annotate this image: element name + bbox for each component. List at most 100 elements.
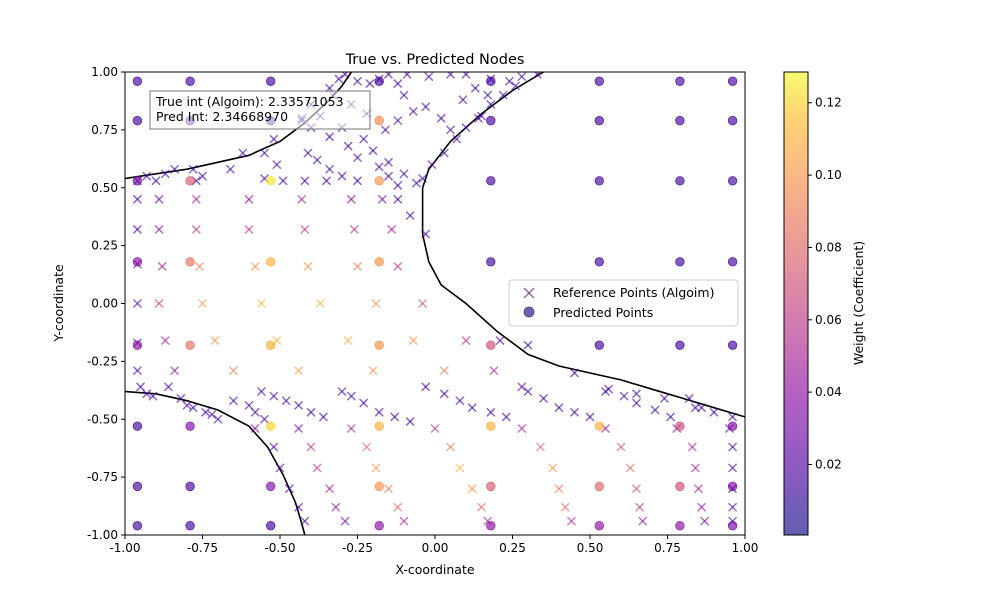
reference-point xyxy=(294,366,304,376)
reference-point xyxy=(455,463,465,473)
reference-point xyxy=(365,79,375,89)
x-tick-label: -0.50 xyxy=(264,541,295,555)
predicted-point xyxy=(374,257,384,267)
predicted-point xyxy=(727,481,738,492)
reference-point xyxy=(486,99,496,109)
reference-point xyxy=(424,72,434,82)
predicted-point xyxy=(266,257,276,267)
reference-point xyxy=(421,102,431,112)
colorbar-ticks: 0.02 0.04 0.06 0.08 0.10 0.12 xyxy=(808,96,842,471)
reference-point xyxy=(687,442,697,452)
predicted-point xyxy=(266,421,276,431)
predicted-point xyxy=(594,76,605,86)
reference-point xyxy=(197,298,208,309)
predicted-point xyxy=(486,421,496,431)
predicted-point xyxy=(374,421,384,431)
reference-point xyxy=(346,423,356,434)
reference-point xyxy=(517,72,527,82)
reference-point xyxy=(625,463,635,473)
predicted-point xyxy=(675,257,685,267)
colorbar-tick-label: 0.12 xyxy=(815,96,842,110)
y-tick-label: 0.25 xyxy=(91,239,118,253)
reference-point xyxy=(631,484,642,494)
reference-point xyxy=(387,224,397,234)
reference-point xyxy=(684,393,694,403)
predicted-point xyxy=(594,481,605,492)
predicted-point xyxy=(727,521,738,531)
reference-point xyxy=(337,171,347,181)
reference-point xyxy=(362,442,372,452)
reference-point xyxy=(377,194,387,204)
reference-point xyxy=(371,463,381,473)
reference-point xyxy=(154,298,164,309)
reference-point xyxy=(321,176,332,186)
reference-point xyxy=(393,79,403,89)
y-tick-label: -0.75 xyxy=(87,470,118,484)
reference-point xyxy=(405,210,415,221)
predicted-point xyxy=(486,521,496,531)
x-tick-label: 1.00 xyxy=(732,541,759,555)
reference-point xyxy=(191,194,201,204)
reference-point xyxy=(359,134,369,144)
reference-point xyxy=(473,113,483,123)
reference-point xyxy=(461,72,471,79)
y-tick-label: 1.00 xyxy=(91,65,118,79)
reference-points xyxy=(132,72,738,526)
reference-point xyxy=(154,194,164,204)
predicted-point xyxy=(727,76,738,86)
reference-point xyxy=(566,516,576,526)
reference-point xyxy=(393,194,403,204)
reference-point xyxy=(489,366,499,376)
reference-point xyxy=(439,148,449,158)
predicted-point xyxy=(374,521,384,531)
reference-point xyxy=(256,386,266,397)
predicted-point xyxy=(675,340,685,350)
reference-point xyxy=(132,224,142,234)
reference-point xyxy=(585,412,595,422)
reference-point xyxy=(374,162,384,172)
reference-point xyxy=(399,516,409,526)
reference-point xyxy=(182,400,192,410)
reference-point xyxy=(427,160,437,170)
reference-point xyxy=(467,403,477,413)
legend: Reference Points (Algoim) Predicted Poin… xyxy=(508,279,739,327)
predicted-point xyxy=(727,340,738,350)
annotation-pred-int: Pred Int: 2.34668970 xyxy=(156,109,288,124)
reference-point xyxy=(421,382,431,392)
reference-point xyxy=(399,169,409,179)
reference-point xyxy=(697,502,707,512)
predicted-point xyxy=(266,176,276,186)
reference-point xyxy=(318,412,328,422)
reference-point xyxy=(408,106,418,116)
reference-point xyxy=(700,516,710,526)
reference-point xyxy=(300,224,310,234)
reference-point xyxy=(418,298,428,309)
reference-point xyxy=(383,72,394,79)
reference-point xyxy=(340,72,350,79)
reference-point xyxy=(346,194,356,204)
reference-point xyxy=(504,76,514,86)
reference-point xyxy=(346,391,356,401)
predicted-point xyxy=(132,257,143,267)
colorbar-label: Weight (Coefficient) xyxy=(851,241,866,365)
predicted-point xyxy=(594,176,605,186)
reference-point xyxy=(337,386,347,397)
reference-point xyxy=(709,407,719,417)
predicted-point xyxy=(486,115,496,126)
reference-point xyxy=(294,502,304,512)
colorbar-tick-label: 0.04 xyxy=(815,385,842,399)
y-axis-ticks: -1.00 -0.75 -0.50 -0.25 0.00 0.25 0.50 0.75 1.00 xyxy=(87,65,125,542)
reference-point xyxy=(349,224,359,234)
reference-point xyxy=(269,134,279,144)
predicted-point xyxy=(266,76,276,86)
reference-point xyxy=(535,442,545,452)
reference-point xyxy=(343,141,353,151)
reference-point xyxy=(312,155,322,165)
predicted-point xyxy=(132,340,143,350)
reference-point xyxy=(554,484,564,494)
reference-point xyxy=(272,160,282,170)
annotation-true-int: True int (Algoim): 2.33571053 xyxy=(155,94,344,109)
boundary-curves xyxy=(125,72,745,535)
reference-point xyxy=(517,382,527,392)
